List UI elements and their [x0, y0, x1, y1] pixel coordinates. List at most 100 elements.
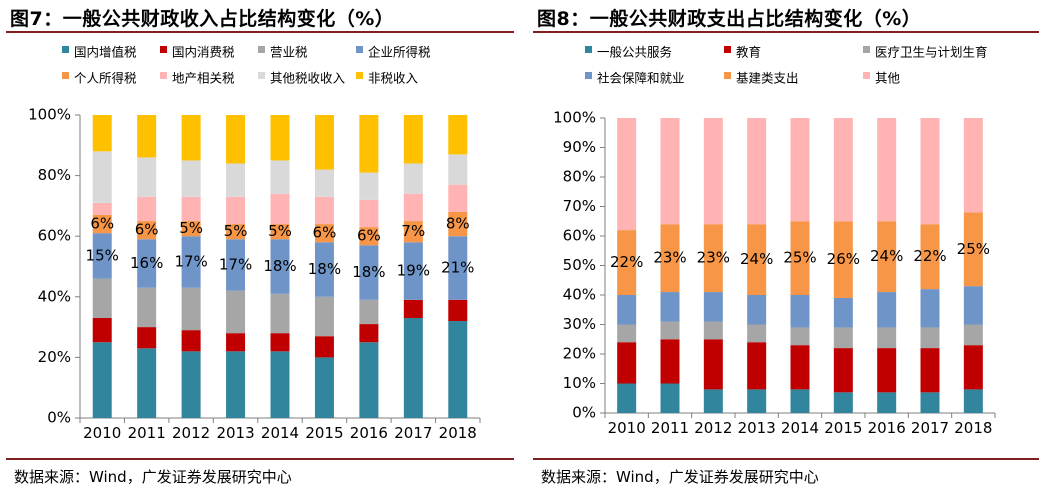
bar-segment	[92, 115, 112, 152]
data-label: 22%	[913, 247, 946, 265]
bar-segment	[790, 389, 810, 413]
x-tick-label: 2011	[128, 424, 166, 442]
chart-title: 图8：一般公共财政支出占比结构变化（%）	[537, 8, 922, 30]
bar-segment	[660, 292, 680, 322]
bar-segment	[181, 287, 201, 331]
y-tick-label: 70%	[563, 197, 596, 215]
bar-segment	[963, 345, 983, 390]
bar-segment	[747, 118, 767, 225]
bar-segment	[359, 299, 379, 325]
bar-segment	[403, 163, 423, 194]
data-label: 5%	[224, 222, 248, 240]
data-label: 18%	[352, 263, 385, 281]
chart-panel-expenditure: 图8：一般公共财政支出占比结构变化（%） 一般公共服务 教育 医疗卫生与计划生育 社会…	[527, 0, 1045, 497]
bar-segment	[963, 212, 983, 287]
bar-segment	[617, 324, 637, 343]
bar-segment	[660, 118, 680, 225]
series-5	[92, 184, 468, 228]
bar-segment	[963, 118, 983, 213]
legend-swatch	[258, 72, 265, 79]
legend-label: 企业所得税	[368, 45, 431, 60]
bar-segment	[747, 342, 767, 390]
bar-segment	[833, 348, 853, 393]
y-tick-label: 10%	[563, 374, 596, 392]
x-tick-label: 2016	[350, 424, 388, 442]
bar-segment	[448, 211, 468, 237]
bar-segment	[448, 115, 468, 155]
data-label: 8%	[446, 215, 470, 233]
bar-segment	[226, 115, 246, 164]
axes: 0% 20% 40% 60% 80% 100% 2010 2011 2012 2013 2014 20…	[28, 106, 481, 442]
bar-segment	[92, 342, 112, 418]
bar-segment	[963, 286, 983, 325]
data-label: 25%	[783, 249, 816, 267]
series-0	[92, 318, 468, 418]
source-divider	[6, 458, 514, 460]
bar-segment	[920, 289, 940, 328]
bar-segment	[617, 118, 637, 231]
y-tick-label: 20%	[38, 348, 71, 366]
bar-segment	[270, 351, 290, 418]
bar-segment	[703, 224, 723, 293]
bar-segment	[314, 224, 334, 243]
bar-segment	[137, 157, 157, 197]
y-tick-label: 40%	[38, 287, 71, 305]
bar-segment	[660, 339, 680, 384]
data-labels: 6% 6% 5% 5% 5% 6% 6% 7% 8% 15% 16% 17% 17% 18% 18% 18% 1…	[86, 215, 475, 281]
source-note: 数据来源：Wind，广发证券发展研究中心	[541, 468, 819, 486]
bar-segment	[703, 389, 723, 413]
series-2	[617, 321, 983, 349]
x-tick-label: 2017	[394, 424, 432, 442]
bar-segment	[92, 233, 112, 279]
data-label: 18%	[263, 257, 296, 275]
legend-swatch	[62, 72, 69, 79]
data-label: 6%	[135, 221, 159, 239]
bar-segment	[181, 160, 201, 197]
legend-swatch	[724, 72, 731, 79]
legend-label: 非税收入	[368, 71, 419, 86]
bar-segment	[403, 242, 423, 300]
series-4	[617, 212, 983, 298]
series-1	[92, 299, 468, 358]
data-label: 25%	[957, 240, 990, 258]
data-label: 24%	[740, 250, 773, 268]
bar-segment	[181, 115, 201, 161]
bar-segment	[314, 196, 334, 225]
bar-segment	[877, 392, 897, 413]
legend-item: 医疗卫生与计划生育	[863, 45, 988, 60]
legend-label: 地产相关税	[172, 71, 235, 86]
bar-segment	[448, 184, 468, 212]
y-tick-label: 40%	[563, 286, 596, 304]
legend-swatch	[863, 72, 870, 79]
bar-segment	[747, 324, 767, 343]
bar-segment	[833, 327, 853, 349]
bar-segment	[790, 327, 810, 346]
bar-segment	[92, 214, 112, 234]
bar-segment	[703, 118, 723, 225]
bar-segment	[403, 299, 423, 319]
y-tick-label: 80%	[38, 166, 71, 184]
x-tick-label: 2014	[261, 424, 299, 442]
bar-segment	[270, 293, 290, 334]
bar-segment	[270, 224, 290, 240]
bar-segment	[181, 236, 201, 288]
title-divider	[6, 31, 514, 33]
bar-segment	[963, 324, 983, 346]
x-tick-label: 2015	[305, 424, 343, 442]
legend-item: 企业所得税	[356, 45, 431, 60]
y-tick-label: 80%	[563, 168, 596, 186]
x-tick-label: 2014	[781, 419, 819, 437]
legend-label: 个人所得税	[74, 71, 137, 86]
legend-swatch	[585, 46, 592, 53]
legend-label: 教育	[736, 45, 761, 60]
data-label: 7%	[401, 222, 425, 240]
legend-label: 国内增值税	[74, 45, 137, 60]
legend-item: 营业税	[258, 45, 308, 60]
bar-segment	[403, 115, 423, 164]
bar-segment	[226, 239, 246, 291]
legend-item: 其他税收收入	[258, 71, 346, 86]
legend-swatch	[62, 46, 69, 53]
bar-segment	[137, 348, 157, 418]
